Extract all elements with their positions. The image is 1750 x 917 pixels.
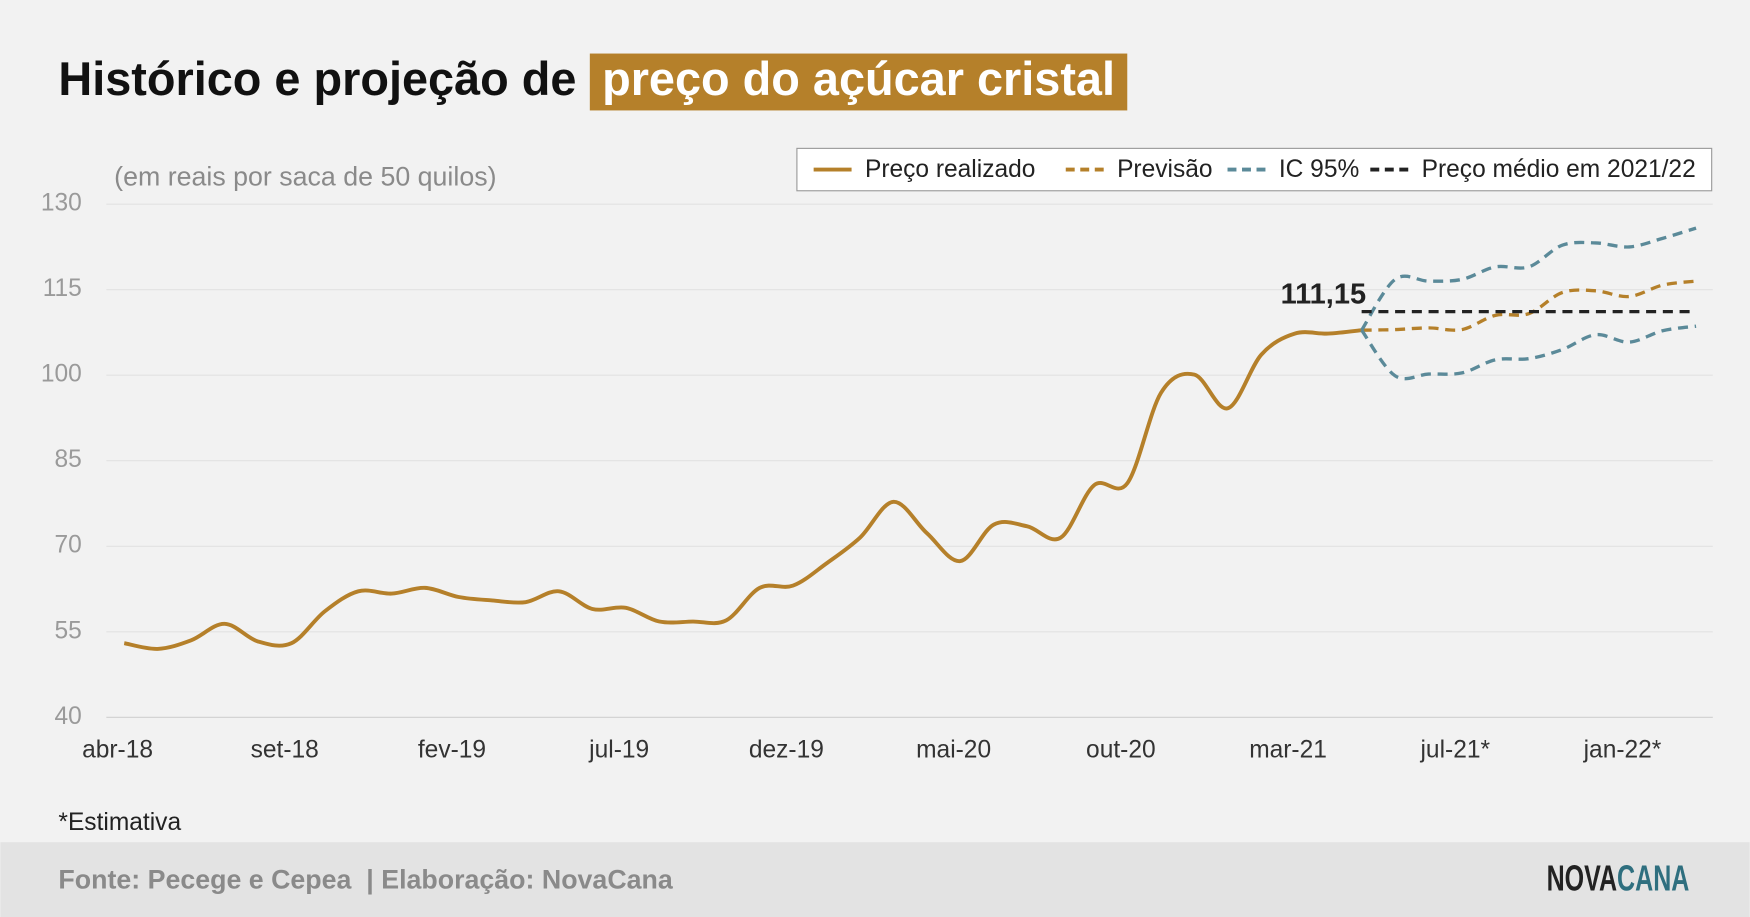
x-tick-label: jul-21* bbox=[1419, 736, 1490, 763]
ci-upper-line bbox=[1360, 226, 1697, 332]
x-tick-label: jul-19 bbox=[588, 736, 649, 763]
x-tick-label: mar-21 bbox=[1249, 736, 1327, 763]
footnote: *Estimativa bbox=[58, 809, 181, 836]
legend-label: Previsão bbox=[1117, 156, 1212, 183]
source: Fonte: Pecege e Cepea | Elaboração: Nova… bbox=[58, 864, 673, 894]
y-tick-label: 85 bbox=[55, 446, 82, 473]
x-tick-label: out-20 bbox=[1086, 736, 1156, 763]
footer-band bbox=[0, 842, 1750, 917]
legend-label: IC 95% bbox=[1279, 156, 1359, 183]
legend-label: Preço realizado bbox=[865, 156, 1035, 183]
logo-part: NOVA bbox=[1547, 859, 1617, 899]
y-tick-label: 100 bbox=[41, 361, 82, 388]
series-line bbox=[123, 328, 1362, 651]
y-tick-label: 115 bbox=[43, 275, 82, 302]
y-tick-label: 55 bbox=[55, 617, 82, 644]
chart-title: Histórico e projeção de bbox=[58, 53, 576, 105]
chart-title-highlight: preço do açúcar cristal bbox=[602, 53, 1115, 105]
logo-part: CANA bbox=[1617, 859, 1689, 899]
legend-box bbox=[796, 147, 1713, 192]
logo: NOVACANA bbox=[1547, 859, 1690, 899]
x-tick-label: mai-20 bbox=[916, 736, 991, 763]
x-tick-label: set-18 bbox=[251, 736, 319, 763]
y-tick-label: 130 bbox=[41, 190, 82, 217]
value-label: 111,15 bbox=[1281, 279, 1367, 311]
x-tick-label: fev-19 bbox=[418, 736, 486, 763]
x-tick-label: dez-19 bbox=[749, 736, 824, 763]
x-tick-label: jan-22* bbox=[1583, 736, 1662, 763]
y-tick-label: 70 bbox=[55, 532, 82, 559]
y-tick-label: 40 bbox=[55, 703, 82, 730]
title-highlight-box bbox=[589, 53, 1128, 111]
x-tick-label: abr-18 bbox=[82, 736, 153, 763]
legend-label: Preço médio em 2021/22 bbox=[1422, 156, 1696, 183]
subtitle: (em reais por saca de 50 quilos) bbox=[114, 162, 496, 192]
series-line bbox=[1361, 279, 1697, 332]
ci-lower-line bbox=[1360, 324, 1697, 381]
